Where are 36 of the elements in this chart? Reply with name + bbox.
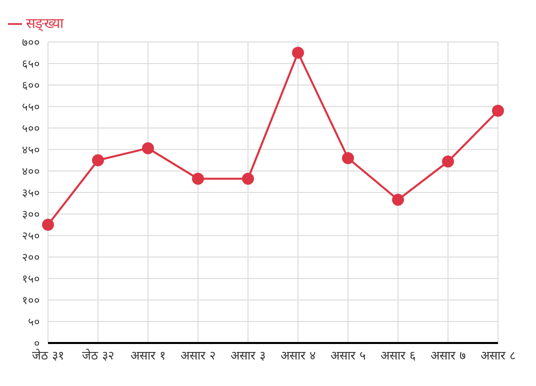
y-tick-label: ५५०: [22, 100, 40, 114]
y-tick-label: ७००: [22, 36, 40, 49]
x-tick-label: असार ८: [480, 348, 516, 363]
y-tick-label: ३००: [22, 208, 40, 221]
point: [192, 172, 204, 185]
y-tick-label: ०: [34, 336, 40, 350]
y-tick-label: ४००: [22, 164, 40, 178]
point: [292, 46, 304, 59]
x-tick-label: जेठ ३१: [32, 348, 64, 363]
y-tick-label: ५०: [28, 315, 40, 328]
y-tick-label: ६००: [22, 78, 40, 92]
point: [42, 218, 54, 231]
y-tick-label: १००: [22, 294, 40, 307]
y-tick-label: ६५०: [22, 57, 40, 70]
point: [242, 172, 254, 185]
point: [442, 156, 454, 168]
y-tick-label: २००: [22, 250, 40, 264]
y-tick-label: २५०: [22, 229, 40, 242]
y-tick-label: ५००: [22, 122, 40, 135]
y-tick-label: ३५०: [22, 186, 40, 200]
x-tick-label: जेठ ३२: [82, 348, 114, 363]
point: [142, 142, 154, 154]
x-tick-label: असार २: [180, 348, 216, 363]
point: [342, 152, 354, 164]
x-tick-label: असार ६: [380, 348, 416, 363]
point: [492, 104, 504, 117]
x-tick-label: असार ५: [330, 348, 366, 363]
x-tick-label: असार १: [130, 348, 166, 363]
point: [92, 154, 104, 166]
x-tick-label: असार ३: [230, 348, 266, 363]
y-tick-label: ४५०: [22, 143, 40, 156]
x-tick-label: असार ४: [280, 348, 316, 363]
y-tick-label: १५०: [22, 272, 40, 286]
point: [392, 194, 404, 206]
legend-label: सङ्ख्या: [26, 16, 64, 32]
x-tick-label: असार ७: [430, 348, 466, 363]
